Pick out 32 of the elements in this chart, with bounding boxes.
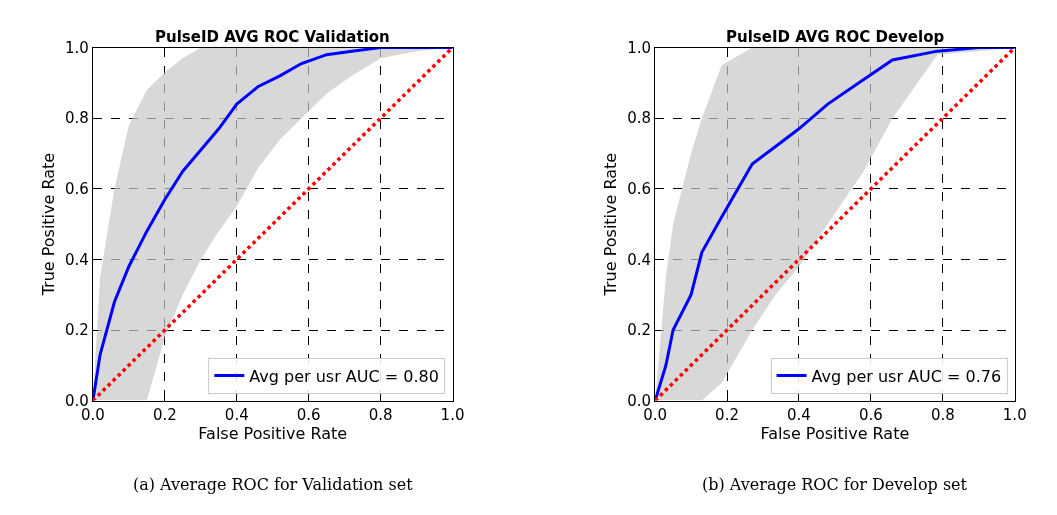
x-tick-label: 1.0 <box>440 405 465 424</box>
legend-label: Avg per usr AUC = 0.80 <box>249 366 439 386</box>
y-tick-label: 0.4 <box>627 250 652 269</box>
y-tick-label: 0.2 <box>65 321 89 340</box>
y-axis-title: True Positive Rate <box>601 152 621 297</box>
x-tick-label: 0.4 <box>224 405 249 424</box>
y-tick-label: 0.8 <box>65 109 89 128</box>
y-tick-label: 1.0 <box>65 38 89 57</box>
x-tick-label: 0.6 <box>858 405 883 424</box>
x-tick-label: 1.0 <box>1002 405 1027 424</box>
text: (a) Average ROC for Validation set <box>133 475 414 494</box>
y-tick-label: 0.6 <box>65 180 89 199</box>
x-tick-label: 0.2 <box>715 405 739 424</box>
chart-title: PulseID AVG ROC Develop <box>726 28 945 46</box>
x-axis-title: False Positive Rate <box>198 423 348 443</box>
y-axis-title: True Positive Rate <box>38 152 58 297</box>
y-tick-label: 0.4 <box>65 250 89 269</box>
y-tick-label: 0.2 <box>627 321 652 340</box>
x-tick-label: 0.0 <box>643 405 668 424</box>
x-tick-label: 0.2 <box>152 405 177 424</box>
text: (b) Average ROC for Develop set <box>702 475 968 494</box>
legend-label: Avg per usr AUC = 0.76 <box>811 366 1002 386</box>
x-tick-label: 0.8 <box>368 405 393 424</box>
chart-title: PulseID AVG ROC Validation <box>155 28 390 46</box>
y-tick-label: 0.8 <box>627 109 652 128</box>
x-tick-label: 0.4 <box>787 405 811 424</box>
x-tick-label: 0.8 <box>930 405 955 424</box>
x-tick-label: 0.6 <box>296 405 321 424</box>
y-tick-label: 0.6 <box>627 180 652 199</box>
x-axis-title: False Positive Rate <box>760 423 910 443</box>
y-tick-label: 1.0 <box>627 38 652 57</box>
x-tick-label: 0.0 <box>80 405 105 424</box>
